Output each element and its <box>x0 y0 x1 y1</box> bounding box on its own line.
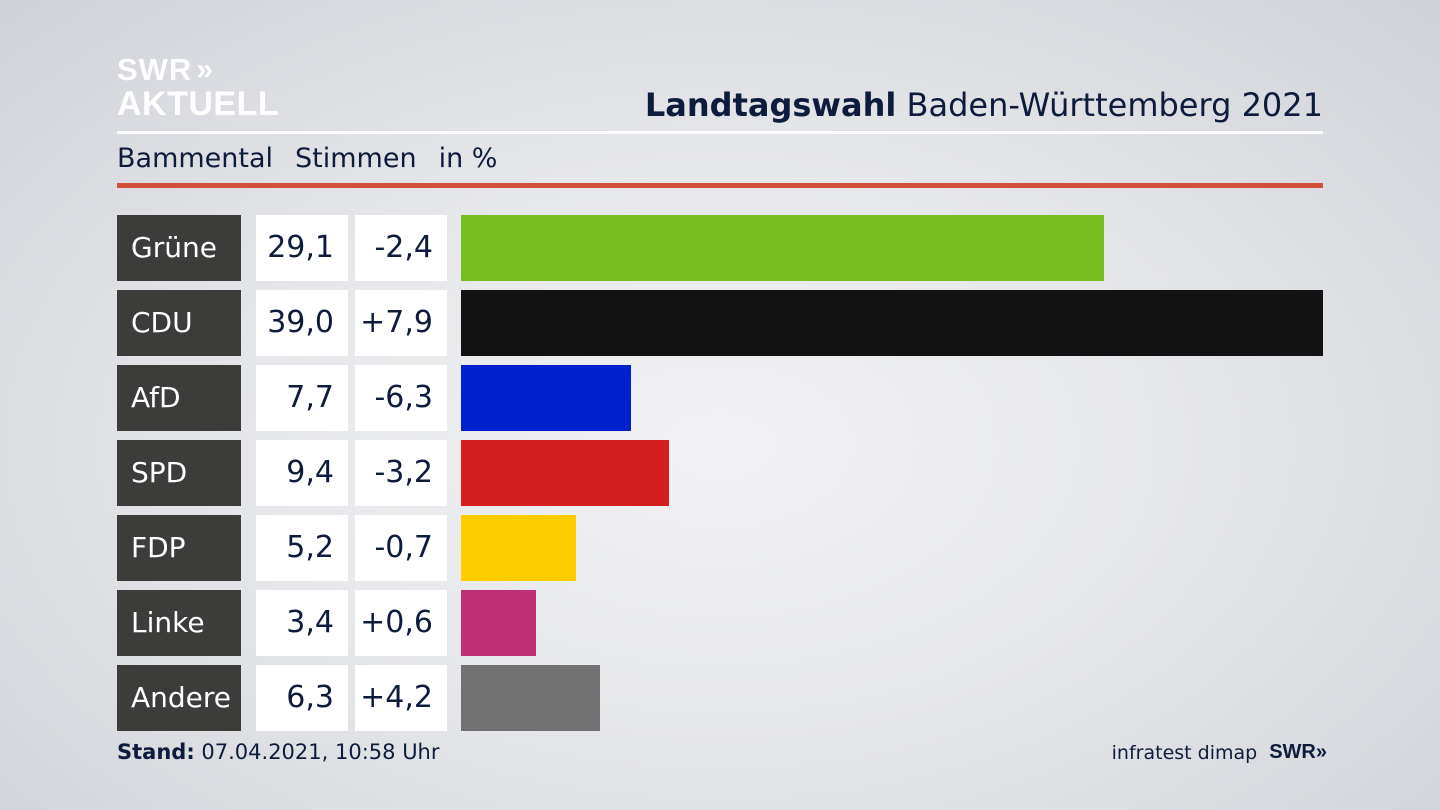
bar-mark <box>461 290 1323 356</box>
vote-change-label: -6,3 <box>355 365 447 431</box>
vote-share-label: 39,0 <box>256 290 348 356</box>
logo-aktuell-text: AKTUELL <box>117 85 280 123</box>
party-label: Grüne <box>117 215 241 281</box>
logo-chevron-icon: » <box>196 52 213 86</box>
title-rest: Baden-Württemberg 2021 <box>906 86 1324 124</box>
bar-mark <box>461 215 1104 281</box>
subtitle-unit: in % <box>438 143 498 174</box>
swr-aktuell-logo: SWR» AKTUELL <box>117 54 279 121</box>
chart-row: CDU 39,0 +7,9 <box>117 290 1323 356</box>
logo-swr-text: SWR <box>117 52 193 87</box>
vote-share-label: 6,3 <box>256 665 348 731</box>
bar-mark <box>461 365 631 431</box>
party-label: FDP <box>117 515 241 581</box>
party-label: SPD <box>117 440 241 506</box>
stand-value: 07.04.2021, 10:58 Uhr <box>201 740 440 764</box>
vote-share-label: 9,4 <box>256 440 348 506</box>
chart-row: Grüne 29,1 -2,4 <box>117 215 1323 281</box>
bar-mark <box>461 590 536 656</box>
bar-mark <box>461 515 576 581</box>
subtitle-measure: Stimmen <box>295 143 417 174</box>
stand-label: Stand: <box>117 740 195 764</box>
chart-row: AfD 7,7 -6,3 <box>117 365 1323 431</box>
chart-title: Landtagswahl Baden-Württemberg 2021 <box>645 86 1323 124</box>
vote-share-label: 3,4 <box>256 590 348 656</box>
party-label: AfD <box>117 365 241 431</box>
chart-row: Linke 3,4 +0,6 <box>117 590 1323 656</box>
subtitle-divider <box>117 183 1323 188</box>
title-bold: Landtagswahl <box>644 86 897 124</box>
vote-change-label: -3,2 <box>355 440 447 506</box>
source-credit: infratest dimap SWR» <box>1111 741 1327 764</box>
vote-share-label: 5,2 <box>256 515 348 581</box>
title-divider <box>117 131 1323 134</box>
party-label: Linke <box>117 590 241 656</box>
chart-row: SPD 9,4 -3,2 <box>117 440 1323 506</box>
vote-change-label: -2,4 <box>355 215 447 281</box>
chart-row: Andere 6,3 +4,2 <box>117 665 1323 731</box>
vote-change-label: -0,7 <box>355 515 447 581</box>
chart-row: FDP 5,2 -0,7 <box>117 515 1323 581</box>
bar-mark <box>461 440 669 506</box>
timestamp: Stand: 07.04.2021, 10:58 Uhr <box>117 740 440 764</box>
vote-change-label: +4,2 <box>355 665 447 731</box>
subtitle-region: Bammental <box>117 143 274 174</box>
vote-share-label: 7,7 <box>256 365 348 431</box>
party-label: CDU <box>117 290 241 356</box>
source-text: infratest dimap <box>1111 741 1258 764</box>
swr-chevron-icon: » <box>1315 741 1327 763</box>
swr-small-logo-text: SWR <box>1269 741 1316 763</box>
vote-change-label: +7,9 <box>355 290 447 356</box>
bar-mark <box>461 665 600 731</box>
party-label: Andere <box>117 665 241 731</box>
vote-change-label: +0,6 <box>355 590 447 656</box>
swr-small-logo: SWR» <box>1269 741 1327 764</box>
chart-subtitle: Bammental Stimmen in % <box>117 143 519 174</box>
vote-share-label: 29,1 <box>256 215 348 281</box>
